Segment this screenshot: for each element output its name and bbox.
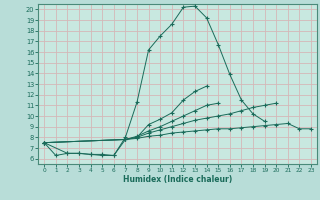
X-axis label: Humidex (Indice chaleur): Humidex (Indice chaleur) (123, 175, 232, 184)
